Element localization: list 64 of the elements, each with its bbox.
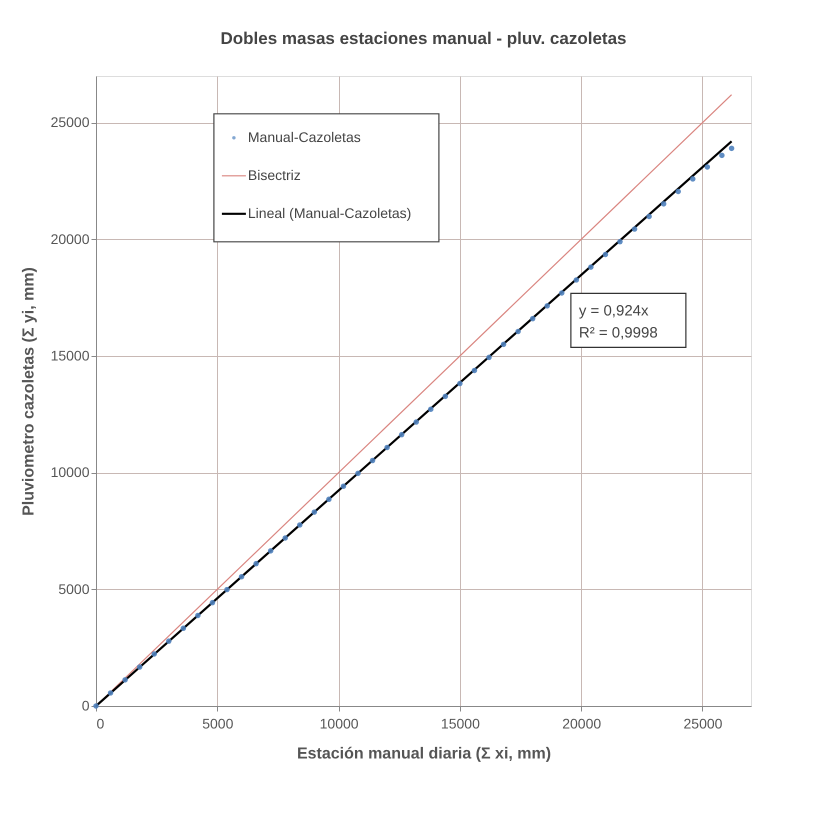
legend-label: Manual-Cazoletas [248,128,361,145]
x-tick-label: 20000 [562,716,602,732]
point [472,368,478,374]
point [297,522,303,528]
point [151,651,157,657]
point [457,380,463,386]
annotation: R² = 0,9998 [578,324,658,342]
point [253,560,259,566]
point [413,419,419,425]
x-tick-label: 5000 [202,716,234,732]
point [108,690,114,696]
point [728,146,734,152]
point [224,586,230,592]
y-tick-label: 15000 [50,348,90,364]
point [690,176,696,182]
point [442,394,448,400]
point [340,483,346,489]
x-axis-title: Estación manual diaria (Σ xi, mm) [296,746,552,762]
point [588,264,594,270]
point [559,290,565,296]
point [632,226,638,232]
annotation: y = 0,924x [578,302,650,320]
point [530,316,536,322]
y-tick-label: 10000 [50,464,90,480]
point [515,328,521,334]
point [238,574,244,580]
point [370,458,376,464]
x-tick-label: 0 [96,716,104,732]
legend-label: Bisectriz [248,166,301,183]
point [719,152,725,158]
point [660,201,666,207]
point [312,509,318,515]
point [428,406,434,412]
y-axis-title: Pluviometro cazoletas (Σ yi, mm) [20,267,38,516]
point [195,612,201,618]
y-tick-label: 5000 [58,580,90,597]
point [646,214,652,220]
point [602,252,608,258]
y-tick-label: 0 [82,698,90,714]
point [136,664,142,670]
x-tick-label: 10000 [320,716,359,732]
point [355,470,361,476]
point [268,548,274,554]
point [122,677,128,683]
point [326,496,332,502]
point [500,342,506,348]
x-tick-label: 15000 [440,716,480,732]
point [617,238,623,244]
point [486,354,492,360]
point [398,432,404,438]
point [544,303,550,309]
point [675,188,681,194]
point [180,626,186,632]
chart-title: Dobles masas estaciones manual - pluv. cazoletas [220,29,626,48]
y-tick-label: 25000 [50,114,90,130]
point [166,638,172,644]
point [210,600,216,606]
point [282,535,288,541]
y-tick-label: 20000 [50,230,90,247]
point [574,277,580,283]
legend-label: Lineal (Manual-Cazoletas) [248,204,412,221]
point [384,444,390,450]
point [704,164,710,170]
x-tick-label: 25000 [684,716,723,732]
